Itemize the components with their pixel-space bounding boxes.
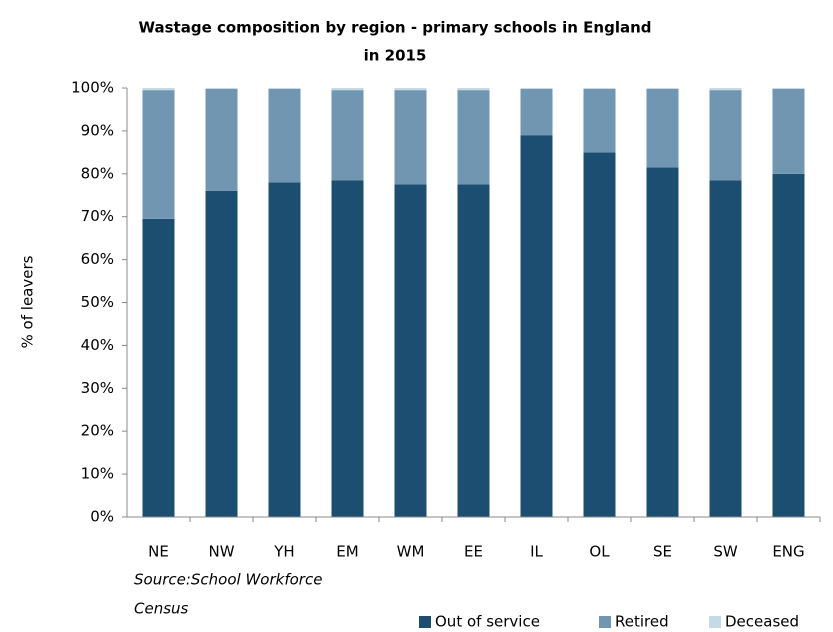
x-tick-label: SE: [653, 543, 672, 561]
y-tick-label: 40%: [81, 336, 114, 354]
y-tick-label: 90%: [81, 121, 114, 139]
bar-segment: [394, 184, 427, 517]
x-tick-label: SW: [713, 543, 738, 561]
bar-segment: [583, 152, 616, 517]
chart-title: Wastage composition by region - primary …: [139, 19, 652, 37]
x-tick-label: NE: [148, 543, 169, 561]
y-tick-label: 30%: [81, 379, 114, 397]
bar-segment: [583, 88, 616, 153]
bar-segment: [331, 90, 364, 181]
bar-segment: [457, 184, 490, 517]
legend-swatch: [709, 616, 721, 628]
y-tick-label: 20%: [81, 422, 114, 440]
bar-segment: [772, 88, 805, 174]
bar-segment: [142, 88, 175, 91]
chart-title: in 2015: [364, 47, 427, 65]
bar-segment: [520, 135, 553, 517]
legend-swatch: [419, 616, 431, 628]
bar-segment: [457, 88, 490, 91]
bar-segment: [772, 173, 805, 518]
bar-segment: [772, 88, 805, 89]
bar-segment: [394, 88, 427, 91]
legend-label: Out of service: [435, 613, 540, 631]
x-tick-label: ENG: [772, 543, 804, 561]
y-axis-label: % of leavers: [19, 255, 37, 348]
bar-segment: [331, 180, 364, 518]
x-tick-label: EM: [336, 543, 358, 561]
bar-segment: [268, 182, 301, 517]
bar-segment: [583, 88, 616, 89]
bar-segment: [205, 190, 238, 517]
bar-segment: [709, 88, 742, 91]
y-tick-label: 80%: [81, 164, 114, 182]
bar-segment: [520, 88, 553, 136]
bar-segment: [457, 90, 490, 185]
annotation: Census: [134, 600, 189, 618]
bar-segment: [205, 88, 238, 191]
x-tick-label: IL: [530, 543, 543, 561]
bar-segment: [268, 88, 301, 89]
legend-label: Retired: [615, 613, 669, 631]
legend-swatch: [599, 616, 611, 628]
x-tick-label: YH: [273, 543, 294, 561]
x-tick-label: NW: [208, 543, 234, 561]
bar-segment: [646, 88, 679, 168]
bar-segment: [142, 218, 175, 517]
bar-segment: [520, 88, 553, 89]
bar-segment: [268, 88, 301, 183]
legend-label: Deceased: [725, 613, 799, 631]
bar-segment: [394, 90, 427, 185]
bar-segment: [646, 88, 679, 89]
y-tick-label: 10%: [81, 465, 114, 483]
x-tick-label: WM: [397, 543, 425, 561]
bar-segment: [205, 88, 238, 89]
y-tick-label: 60%: [81, 250, 114, 268]
y-tick-label: 100%: [71, 79, 114, 97]
y-tick-label: 0%: [90, 508, 114, 526]
bar-segment: [709, 180, 742, 518]
bar-segment: [142, 90, 175, 219]
annotation: Source:School Workforce: [134, 571, 322, 589]
x-tick-label: EE: [464, 543, 483, 561]
x-tick-label: OL: [589, 543, 610, 561]
bar-segment: [331, 88, 364, 91]
bar-segment: [709, 90, 742, 181]
y-tick-label: 50%: [81, 293, 114, 311]
bar-segment: [646, 167, 679, 518]
y-tick-label: 70%: [81, 207, 114, 225]
